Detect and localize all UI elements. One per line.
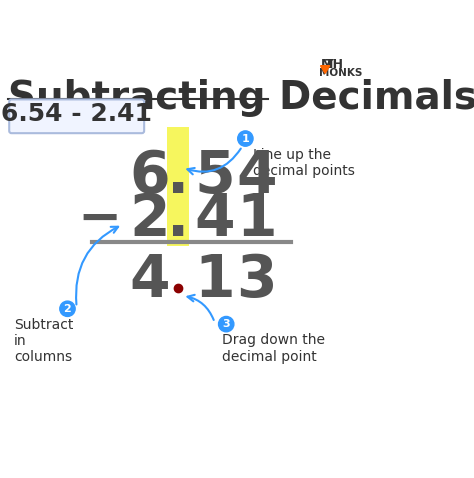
Bar <box>167 127 189 246</box>
Text: 1: 1 <box>194 252 235 309</box>
Circle shape <box>60 301 75 316</box>
Text: Line up the
decimal points: Line up the decimal points <box>253 148 355 178</box>
Text: 1: 1 <box>241 133 249 143</box>
Circle shape <box>219 316 234 332</box>
Text: 4: 4 <box>129 252 170 309</box>
Text: 3: 3 <box>237 252 277 309</box>
FancyArrowPatch shape <box>76 227 118 304</box>
Text: M: M <box>320 58 333 71</box>
Text: 4: 4 <box>237 148 277 206</box>
FancyArrowPatch shape <box>188 295 214 320</box>
FancyArrowPatch shape <box>187 149 241 174</box>
Text: 6.54 - 2.41: 6.54 - 2.41 <box>1 102 152 126</box>
Text: Subtract
in
columns: Subtract in columns <box>14 318 73 364</box>
Text: 4: 4 <box>194 191 235 248</box>
Text: .: . <box>167 148 189 206</box>
Text: MONKS: MONKS <box>319 68 362 78</box>
Text: 6: 6 <box>129 148 170 206</box>
Text: 1: 1 <box>237 191 277 248</box>
Text: Drag down the
decimal point: Drag down the decimal point <box>222 333 325 363</box>
Text: Subtracting Decimals: Subtracting Decimals <box>8 79 474 117</box>
Text: TH: TH <box>325 58 344 71</box>
FancyBboxPatch shape <box>9 99 144 133</box>
Polygon shape <box>320 65 330 73</box>
Circle shape <box>237 131 253 146</box>
Text: 3: 3 <box>222 319 230 329</box>
Text: −: − <box>78 193 122 245</box>
Text: 5: 5 <box>194 148 235 206</box>
Text: .: . <box>167 191 189 248</box>
Text: 2: 2 <box>129 191 170 248</box>
Text: 2: 2 <box>64 304 72 314</box>
